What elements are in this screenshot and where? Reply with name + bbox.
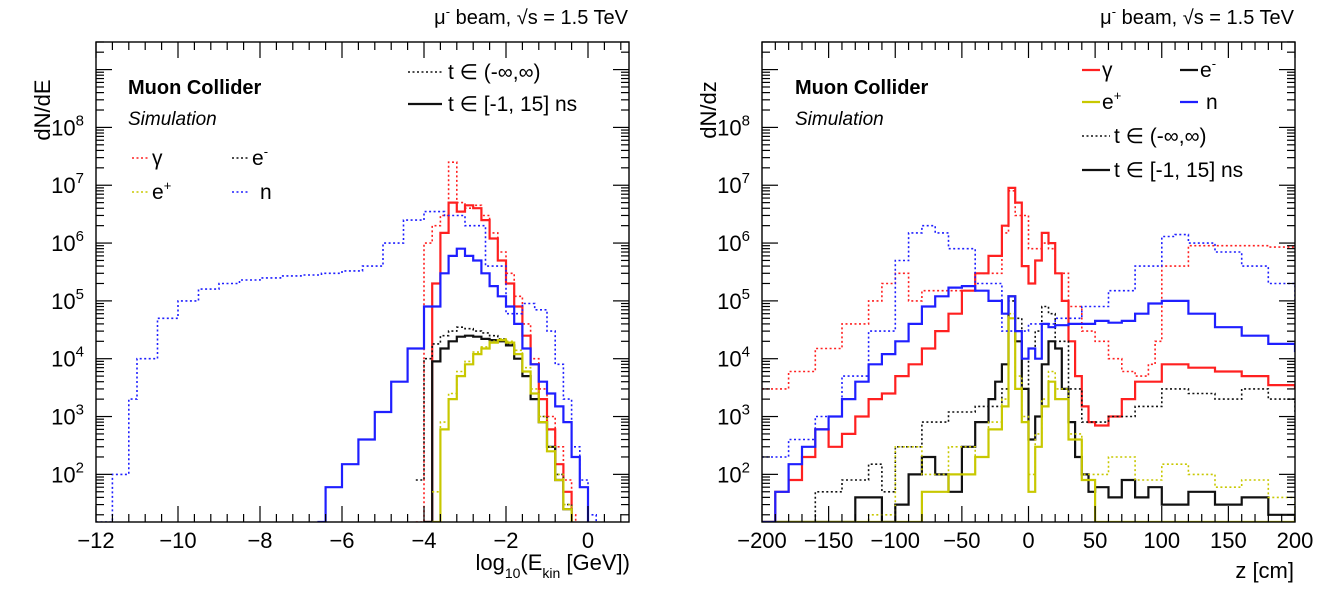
left-series-electron-dotted [415,326,573,522]
right-x-tick-label: −200 [737,528,787,553]
left-y-tick-label: 108 [51,112,84,140]
left-series-positron-dotted [432,338,573,522]
right-brand-sub: Simulation [795,109,884,130]
left-legend-positron: e+ [152,178,171,204]
left-legend-time-win: t ∈ [-1, 15] ns [448,93,577,116]
left-series-neutron-dotted [96,210,597,522]
right-x-tick-label: −150 [804,528,854,553]
right-y-tick-label: 105 [717,286,750,314]
left-axes: −12 −10 −8 −6 −4 −2 0 102 103 104 105 106 107 108 [51,41,630,553]
right-x-tick-label: −100 [870,528,920,553]
right-legend: γ e- e+ n t ∈ (-∞,∞) t ∈ [-1, 15] ns [1082,56,1243,182]
right-x-tick-label: 150 [1210,528,1247,553]
right-axes: −200 −150 −100 −50 0 50 100 150 200 102 103 104 105 1… [717,41,1314,553]
right-y-tick-label: 107 [717,170,750,198]
left-x-axis-title: log10(Ekin [GeV]) [475,550,630,581]
left-panel: μ- beam, √s = 1.5 TeV dN/dE log10(Ekin [… [30,4,630,581]
left-y-tick-label: 105 [51,286,84,314]
right-y-tick-label: 104 [717,344,750,372]
right-x-tick-label: 50 [1083,528,1107,553]
right-series-neutron-dotted [762,224,1295,458]
left-legend: t ∈ (-∞,∞) t ∈ [-1, 15] ns γ e- e+ n [132,61,577,204]
right-y-tick-label: 102 [717,459,750,487]
right-x-tick-label: −50 [943,528,980,553]
right-series-group [762,186,1295,522]
left-brand-sub: Simulation [128,109,217,130]
left-series-gamma-solid [424,201,573,522]
left-x-tick-label: −6 [329,528,354,553]
right-series-electron-dotted [762,300,1295,522]
left-x-tick-label: −12 [77,528,114,553]
right-y-tick-label: 106 [717,228,750,256]
left-series-neutron-solid [317,247,590,522]
right-legend-positron: e+ [1102,88,1121,114]
right-legend-neutron: n [1206,91,1218,114]
right-y-axis-title: dN/dz [696,81,721,138]
left-x-tick-label: −4 [411,528,436,553]
left-y-tick-label: 103 [51,402,84,430]
left-series-positron-solid [432,339,573,522]
left-legend-neutron: n [260,181,272,204]
right-series-gamma-dotted [762,190,1295,390]
right-legend-time-win: t ∈ [-1, 15] ns [1114,159,1243,182]
left-legend-electron: e- [252,144,268,170]
left-plot-frame [95,41,630,523]
left-y-axis-title: dN/dE [30,79,55,140]
left-legend-time-all: t ∈ (-∞,∞) [448,61,541,84]
left-x-tick-label: −10 [159,528,196,553]
right-x-tick-label: 0 [1022,528,1034,553]
left-y-tick-label: 106 [51,228,84,256]
left-series-group [96,161,597,522]
right-legend-electron: e- [1200,56,1216,82]
right-series-neutron-solid [762,285,1295,522]
right-legend-time-all: t ∈ (-∞,∞) [1114,125,1207,148]
left-legend-gamma: γ [152,147,163,170]
left-brand: Muon Collider [128,77,262,99]
right-x-tick-label: 200 [1277,528,1314,553]
right-legend-gamma: γ [1102,59,1113,82]
right-beam-label: μ- beam, √s = 1.5 TeV [1100,4,1294,29]
right-x-axis-title: z [cm] [1235,558,1294,583]
right-y-tick-label: 108 [717,112,750,140]
left-x-tick-label: 0 [582,528,594,553]
left-x-tick-label: −2 [493,528,518,553]
left-x-tick-label: −8 [247,528,272,553]
right-series-positron-solid [762,317,1295,522]
left-y-tick-label: 104 [51,344,84,372]
right-series-gamma-solid [762,186,1295,522]
right-y-tick-label: 103 [717,402,750,430]
right-panel: μ- beam, √s = 1.5 TeV dN/dz z [cm] −200−… [696,4,1313,583]
left-beam-label: μ- beam, √s = 1.5 TeV [434,4,628,29]
right-x-tick-label: 100 [1143,528,1180,553]
left-y-tick-label: 107 [51,170,84,198]
left-y-tick-label: 102 [51,459,84,487]
right-series-positron-dotted [762,312,1295,522]
right-brand: Muon Collider [795,77,929,99]
